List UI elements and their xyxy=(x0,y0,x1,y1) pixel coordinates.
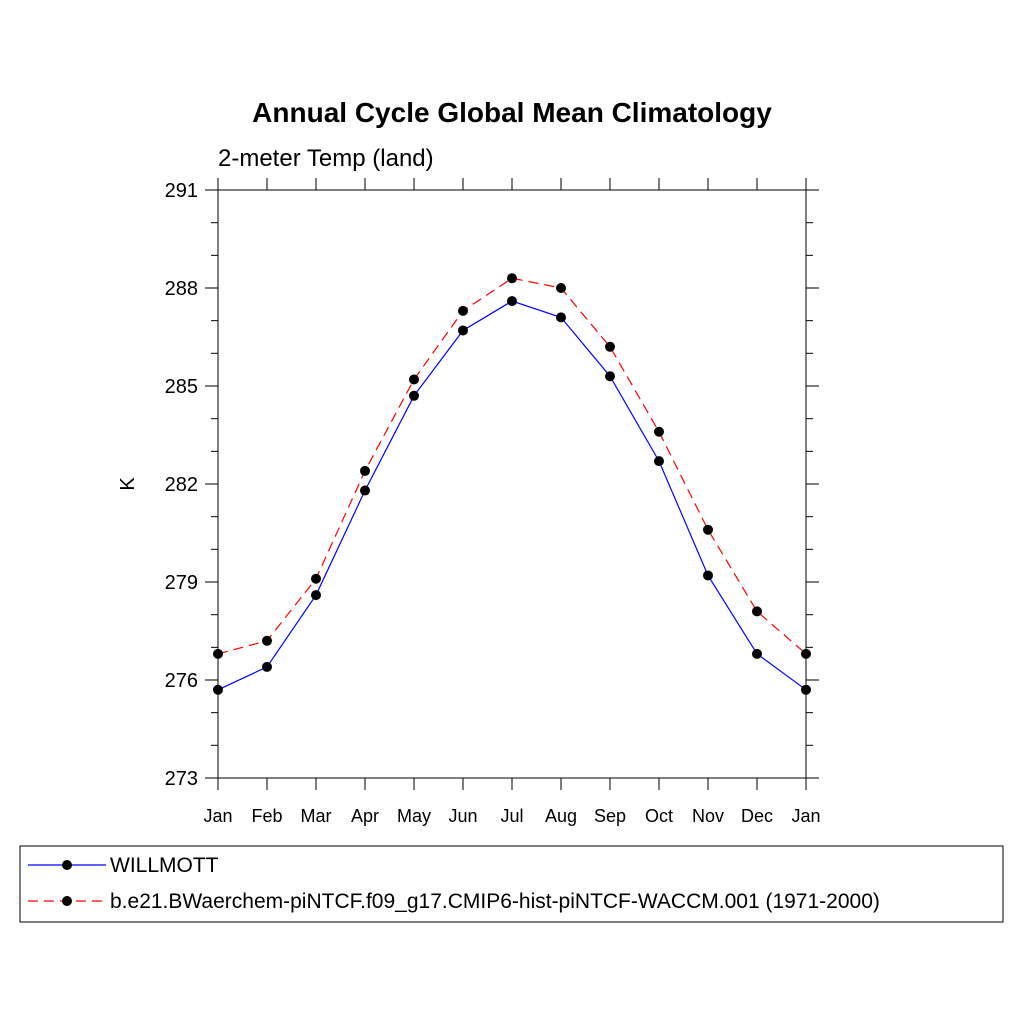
y-tick-label: 291 xyxy=(165,180,198,202)
x-tick-label: Mar xyxy=(301,806,332,826)
series-2-point xyxy=(556,283,566,293)
series-2-point xyxy=(360,465,370,476)
x-tick-label: Jan xyxy=(791,806,820,826)
series-1-point xyxy=(703,570,713,581)
series-line-2 xyxy=(217,277,807,655)
x-tick-label: Oct xyxy=(645,806,673,826)
series-2-point xyxy=(311,573,321,584)
series-1-point xyxy=(311,590,321,601)
y-axis-label: K xyxy=(117,477,139,491)
series-1-point xyxy=(605,371,615,382)
x-tick-label: Jul xyxy=(500,806,523,826)
x-tick-label: Apr xyxy=(351,806,379,826)
x-tick-label: Jun xyxy=(448,806,477,826)
series-line-1 xyxy=(217,300,807,691)
series-2-point xyxy=(752,606,762,617)
series-1-point xyxy=(752,648,762,659)
x-tick-label: Feb xyxy=(251,806,282,826)
chart-subtitle: 2-meter Temp (land) xyxy=(218,145,434,172)
x-tick-label: Jan xyxy=(203,806,232,826)
y-tick-label: 276 xyxy=(165,670,198,692)
series-1-point xyxy=(213,684,223,695)
tick-labels: Jan Feb Mar Apr May Jun Jul Aug Sep Oct Nov Dec Jan2… xyxy=(165,180,821,826)
series-1-point xyxy=(458,325,468,336)
series-2-point xyxy=(213,648,223,659)
x-tick-label: Nov xyxy=(692,806,724,826)
legend-box xyxy=(19,845,1004,923)
series-2-point xyxy=(801,648,811,659)
legend-marker-2 xyxy=(62,896,72,906)
chart-title: Annual Cycle Global Mean Climatology xyxy=(252,97,772,128)
y-tick-label: 279 xyxy=(165,572,198,594)
y-tick-label: 273 xyxy=(165,768,198,790)
legend-label-2: b.e21.BWaerchem-piNTCF.f09_g17.CMIP6-his… xyxy=(110,890,880,913)
y-tick-label: 288 xyxy=(165,278,198,300)
series-2-point xyxy=(458,305,468,316)
x-tick-label: May xyxy=(397,806,431,826)
series-1-point xyxy=(801,684,811,695)
series-2-point xyxy=(703,524,713,535)
series-2-point xyxy=(507,273,517,284)
series-1-point xyxy=(262,661,272,672)
series-2-point xyxy=(605,341,615,352)
series-1-point xyxy=(507,296,517,307)
series-2-point xyxy=(409,374,419,385)
series-1-point xyxy=(654,456,664,467)
series-1-point xyxy=(409,390,419,401)
x-tick-label: Sep xyxy=(594,806,626,826)
axis-ticks xyxy=(205,178,819,790)
series-2-point xyxy=(654,426,664,437)
x-tick-label: Aug xyxy=(545,806,577,826)
series-1-point xyxy=(360,485,370,496)
legend-label-1: WILLMOTT xyxy=(110,854,219,877)
legend: WILLMOTT b.e21.BWaerchem-piNTCF.f09_g17.C… xyxy=(28,854,880,913)
series-layer xyxy=(213,273,811,695)
series-1-point xyxy=(556,312,566,323)
y-tick-label: 285 xyxy=(165,376,198,398)
y-tick-label: 282 xyxy=(165,474,198,496)
x-tick-label: Dec xyxy=(741,806,773,826)
series-2-point xyxy=(262,635,272,646)
legend-marker-1 xyxy=(62,860,72,870)
